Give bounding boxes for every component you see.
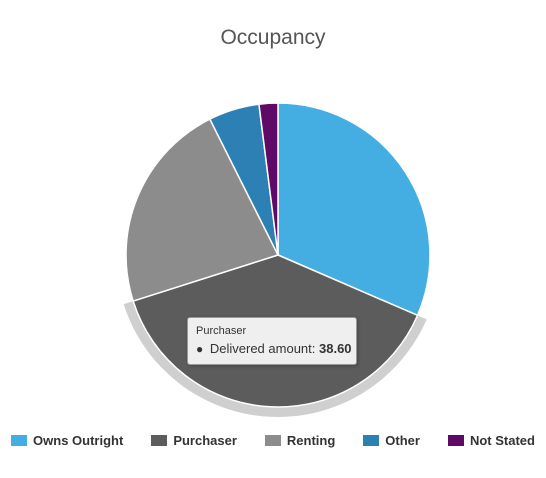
legend-label: Not Stated: [469, 433, 535, 448]
legend-label: Purchaser: [173, 433, 237, 448]
tooltip-title: Purchaser: [196, 325, 247, 337]
legend-item-renting[interactable]: Renting: [264, 433, 336, 448]
legend-item-owns-outright[interactable]: Owns Outright: [11, 433, 123, 448]
pie-slice-renting[interactable]: [125, 118, 279, 302]
tooltip-value: 38.60: [319, 341, 352, 356]
tooltip-row: ● Delivered amount: 38.60: [196, 340, 352, 358]
tooltip-marker-icon: ●: [196, 342, 204, 356]
pie-slice-not-stated[interactable]: [258, 102, 279, 256]
legend-item-purchaser[interactable]: Purchaser: [151, 433, 237, 448]
tooltip-label: Delivered amount:: [209, 341, 316, 356]
legend-swatch: [151, 435, 168, 446]
legend-swatch: [264, 435, 281, 446]
tooltip: Purchaser ● Delivered amount: 38.60: [187, 317, 357, 365]
chart-title: Occupancy: [220, 26, 326, 49]
legend-label: Other: [385, 433, 420, 448]
legend-label: Owns Outright: [33, 433, 124, 448]
legend: Owns Outright Purchaser Renting Other No…: [0, 433, 546, 448]
legend-label: Renting: [286, 433, 336, 448]
pie-slice-owns-outright[interactable]: [277, 102, 431, 317]
legend-swatch: [11, 435, 28, 446]
legend-swatch: [447, 435, 464, 446]
legend-item-other[interactable]: Other: [363, 433, 420, 448]
legend-item-not-stated[interactable]: Not Stated: [447, 433, 535, 448]
legend-swatch: [363, 435, 380, 446]
